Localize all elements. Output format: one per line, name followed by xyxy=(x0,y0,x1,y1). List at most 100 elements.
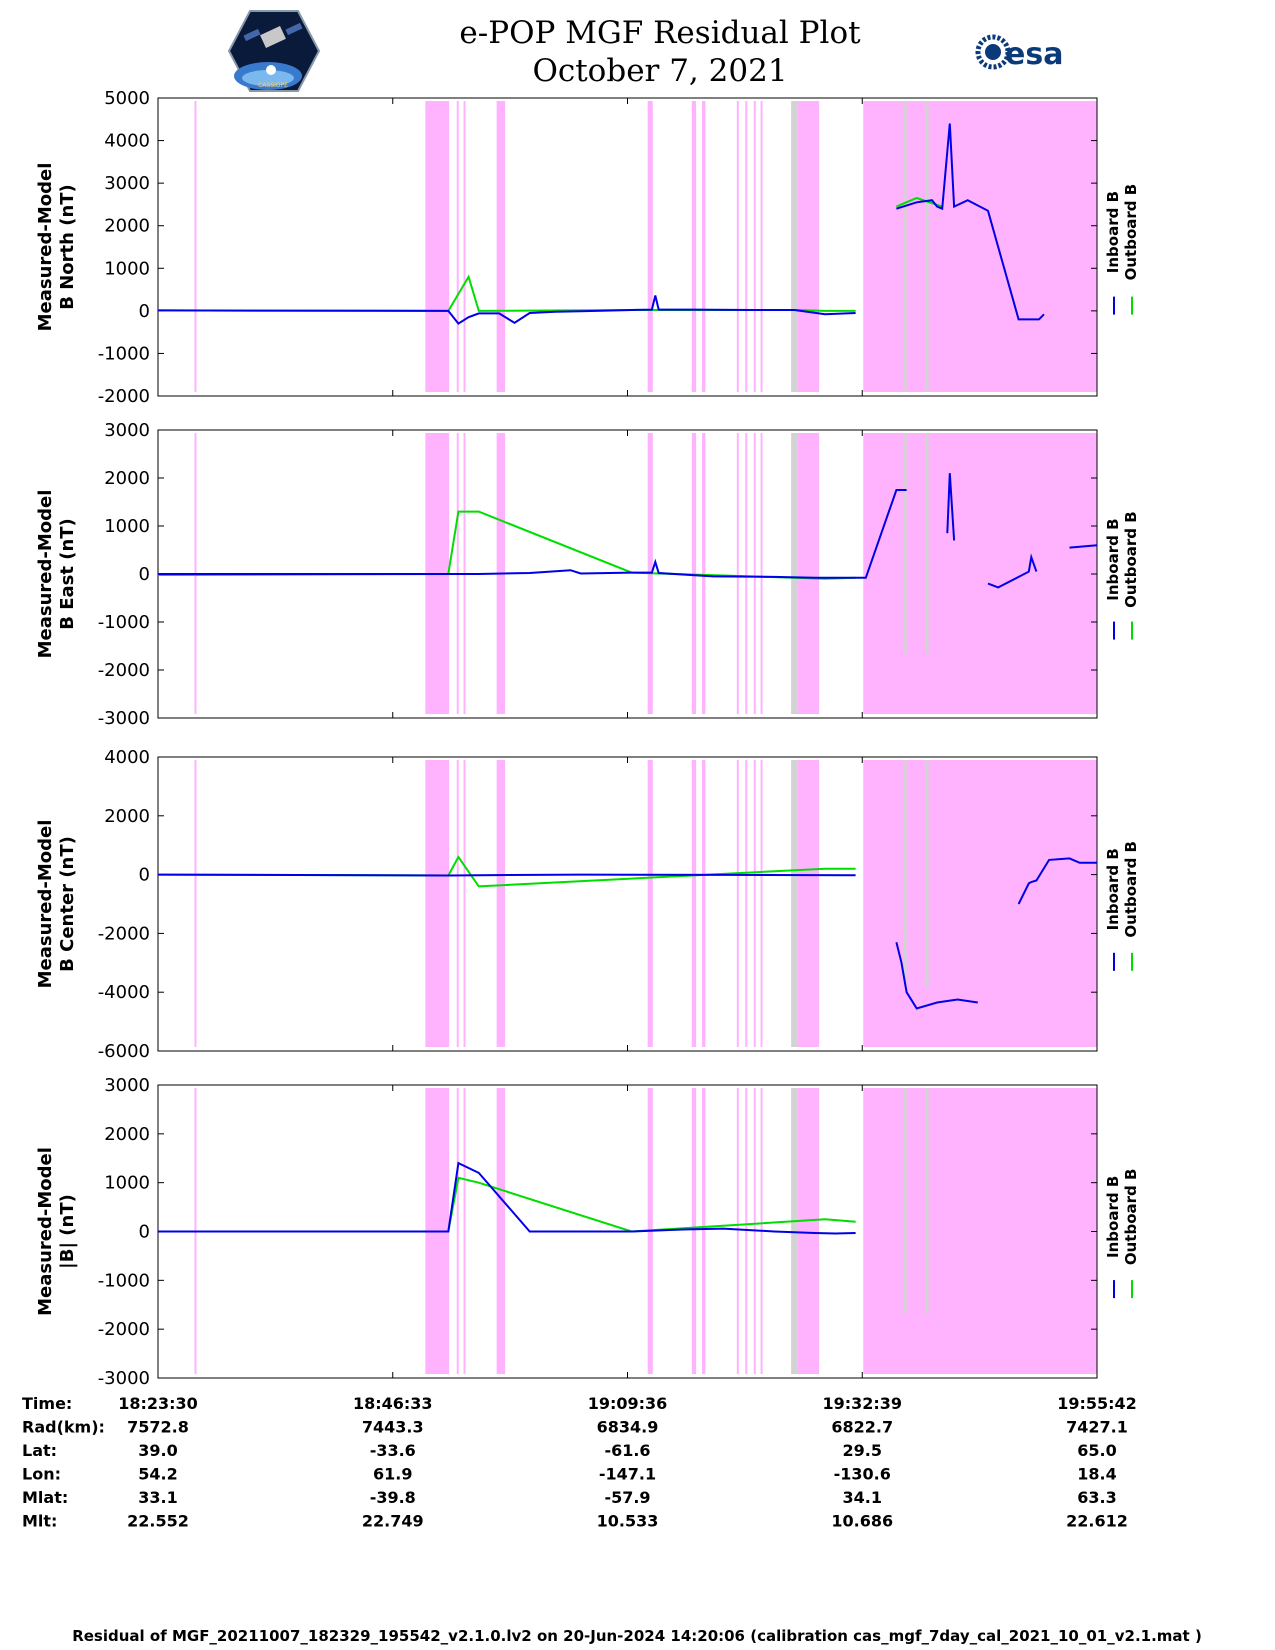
legend-label-inboard: Inboard B xyxy=(1104,191,1122,273)
chart-title-line2: October 7, 2021 xyxy=(532,53,788,89)
flag-interval-magenta xyxy=(496,760,506,1047)
series-line-inboard-b xyxy=(987,553,1038,589)
y-tick-label: -2000 xyxy=(98,660,150,681)
svg-text:CASSIOPE: CASSIOPE xyxy=(258,82,288,89)
table-row-label: Mlt: xyxy=(22,1512,57,1531)
svg-text:esa: esa xyxy=(1005,37,1063,72)
flag-interval-magenta xyxy=(456,101,459,392)
table-row-label: Rad(km): xyxy=(22,1418,105,1437)
series-line-outboard-b xyxy=(157,274,856,312)
legend-label-outboard: Outboard B xyxy=(1122,841,1140,938)
table-row-label: Lat: xyxy=(22,1441,57,1460)
flag-interval-magenta xyxy=(736,433,739,714)
legend-label-inboard: Inboard B xyxy=(1104,1176,1122,1258)
table-cell: 6822.7 xyxy=(831,1418,893,1437)
y-tick-label: -2000 xyxy=(98,1319,150,1340)
flag-interval-gray xyxy=(904,1088,907,1314)
flag-interval-magenta xyxy=(745,760,748,1047)
y-tick-label: 0 xyxy=(139,1222,150,1243)
table-cell: 6834.9 xyxy=(597,1418,659,1437)
y-tick-label: -1000 xyxy=(98,612,150,633)
table-row-label: Mlat: xyxy=(22,1488,68,1507)
table-cell: 7443.3 xyxy=(362,1418,424,1437)
footer-text: Residual of MGF_20211007_182329_195542_v… xyxy=(72,1627,1202,1645)
legend-label-outboard: Outboard B xyxy=(1122,511,1140,608)
table-cell: 63.3 xyxy=(1077,1488,1116,1507)
table-cell: 10.533 xyxy=(597,1512,659,1531)
series-line-inboard-b xyxy=(946,473,956,541)
orbit-table: Time: 18:23:30 18:46:33 19:09:36 19:32:39 19:… xyxy=(22,1394,1137,1531)
table-cell: 18.4 xyxy=(1077,1465,1116,1484)
flag-interval-magenta xyxy=(745,101,748,392)
flag-interval-magenta xyxy=(797,433,820,714)
table-cell: 54.2 xyxy=(138,1465,177,1484)
table-cell: 22.612 xyxy=(1066,1512,1128,1531)
flag-interval-magenta xyxy=(702,433,706,714)
y-tick-label: -1000 xyxy=(98,343,150,364)
esa-logo-icon: esa xyxy=(975,32,1085,77)
flag-interval-magenta xyxy=(194,101,197,392)
table-cell: -130.6 xyxy=(834,1465,891,1484)
table-cell: 7572.8 xyxy=(127,1418,189,1437)
flag-interval-magenta xyxy=(760,101,763,392)
y-tick-label: -3000 xyxy=(98,1368,150,1389)
y-axis-label: Measured-ModelB Center (nT) xyxy=(35,820,78,989)
flag-interval-magenta xyxy=(863,433,1097,714)
y-tick-label: 0 xyxy=(139,564,150,585)
flag-interval-magenta xyxy=(863,1088,1097,1374)
flag-interval-gray xyxy=(904,760,907,987)
y-tick-label: -3000 xyxy=(98,708,150,729)
y-tick-label: 4000 xyxy=(104,747,150,768)
flag-interval-magenta xyxy=(496,1088,506,1374)
table-cell: 34.1 xyxy=(843,1488,882,1507)
flag-interval-gray xyxy=(925,1088,929,1314)
series-line-inboard-b xyxy=(158,489,907,579)
legend-label-inboard: Inboard B xyxy=(1104,848,1122,930)
flag-interval-magenta xyxy=(745,433,748,714)
legend-label-outboard: Outboard B xyxy=(1122,184,1140,281)
series-line-outboard-b xyxy=(158,510,856,580)
legend-label-outboard: Outboard B xyxy=(1122,1169,1140,1266)
table-cell: 22.749 xyxy=(362,1512,424,1531)
table-row-label: Time: xyxy=(22,1394,72,1413)
flag-interval-magenta xyxy=(753,433,756,714)
series-line-inboard-b xyxy=(1069,544,1098,549)
flag-interval-magenta xyxy=(797,101,820,392)
y-axis-label: Measured-ModelB East (nT) xyxy=(35,490,78,659)
flag-interval-magenta xyxy=(463,101,466,392)
flag-interval-gray xyxy=(791,760,798,1047)
panel-2: 3000 2000 1000 0 -1000 -2000 -3000 Measured-Mod… xyxy=(35,420,1140,729)
table-cell: 19:09:36 xyxy=(588,1394,668,1413)
flag-interval-gray xyxy=(791,101,798,392)
y-tick-label: 2000 xyxy=(104,468,150,489)
series-line-inboard-b xyxy=(896,123,1045,321)
y-tick-label: 3000 xyxy=(104,173,150,194)
flag-interval-gray xyxy=(925,433,929,654)
y-tick-label: 2000 xyxy=(104,1124,150,1145)
series-line-inboard-b xyxy=(158,1161,856,1235)
flag-interval-magenta xyxy=(760,433,763,714)
table-cell: -61.6 xyxy=(604,1441,650,1460)
flag-interval-magenta xyxy=(797,1088,820,1374)
y-tick-label: -4000 xyxy=(98,982,150,1003)
flag-interval-magenta xyxy=(736,760,739,1047)
flag-interval-magenta xyxy=(702,101,706,392)
flag-interval-magenta xyxy=(702,1088,706,1374)
chart-title: e-POP MGF Residual Plot October 7, 2021 xyxy=(380,14,940,90)
flag-interval-magenta xyxy=(691,1088,697,1374)
y-tick-label: -1000 xyxy=(98,1270,150,1291)
table-cell: 7427.1 xyxy=(1066,1418,1128,1437)
table-cell: 65.0 xyxy=(1077,1441,1116,1460)
y-tick-label: -2000 xyxy=(98,386,150,407)
y-tick-label: 1000 xyxy=(104,516,150,537)
table-cell: 39.0 xyxy=(138,1441,177,1460)
y-tick-label: 3000 xyxy=(104,420,150,441)
flag-interval-magenta xyxy=(745,1088,748,1374)
y-tick-label: 2000 xyxy=(104,216,150,237)
y-tick-label: -2000 xyxy=(98,923,150,944)
series-line-inboard-b xyxy=(157,295,856,325)
flag-interval-magenta xyxy=(425,760,450,1047)
flag-interval-magenta xyxy=(691,760,697,1047)
table-cell: 22.552 xyxy=(127,1512,189,1531)
